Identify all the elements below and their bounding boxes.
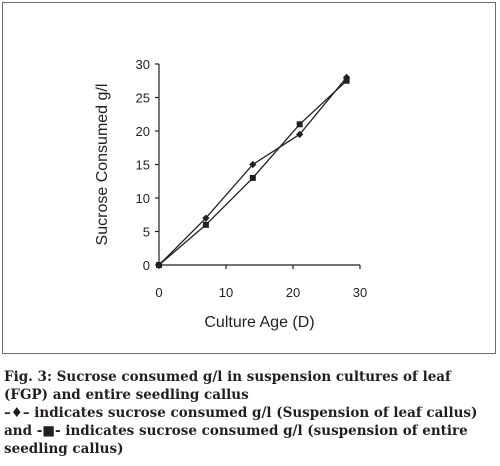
y-tick-labels: 0 5 10 15 20 25 30 (136, 57, 150, 273)
x-tick-label: 10 (219, 285, 233, 300)
caption-line-2: –♦– indicates sucrose consumed g/l (Susp… (4, 405, 478, 457)
caption-line-1: Fig. 3: Sucrose consumed g/l in suspensi… (4, 369, 451, 403)
series-1-point (296, 130, 304, 138)
y-axis-title: Sucrose Consumed g/l (94, 84, 111, 246)
series-2-point (202, 221, 209, 228)
y-tick-label: 30 (136, 57, 150, 72)
figure-caption: Fig. 3: Sucrose consumed g/l in suspensi… (4, 368, 494, 458)
y-tick-label: 10 (136, 191, 150, 206)
y-tick-label: 5 (143, 225, 150, 240)
y-tick-label: 15 (136, 158, 150, 173)
x-tick-labels: 0 10 20 30 (155, 285, 367, 300)
sucrose-chart: 0 10 20 30 0 5 10 15 20 25 30 Culture Age (D) Suc… (94, 57, 367, 331)
x-axis-title: Culture Age (D) (204, 314, 314, 331)
series-1-line (158, 76, 348, 266)
series-1-point (202, 214, 210, 222)
x-tick-label: 20 (286, 285, 300, 300)
series-2-point (296, 121, 303, 128)
y-tick-label: 25 (136, 91, 150, 106)
series-group (155, 73, 351, 269)
figure-frame: 0 10 20 30 0 5 10 15 20 25 30 Culture Age (D) Suc… (2, 2, 496, 354)
series-2-point (343, 77, 350, 84)
series-1-point (249, 160, 257, 169)
series-1-point (343, 73, 351, 81)
chart-axes (155, 63, 361, 269)
series-2-point (156, 262, 162, 268)
x-tick-label: 0 (155, 285, 162, 300)
y-tick-label: 0 (143, 258, 150, 273)
x-tick-label: 30 (353, 285, 367, 300)
series-2-point (249, 174, 256, 181)
y-tick-label: 20 (136, 124, 150, 139)
